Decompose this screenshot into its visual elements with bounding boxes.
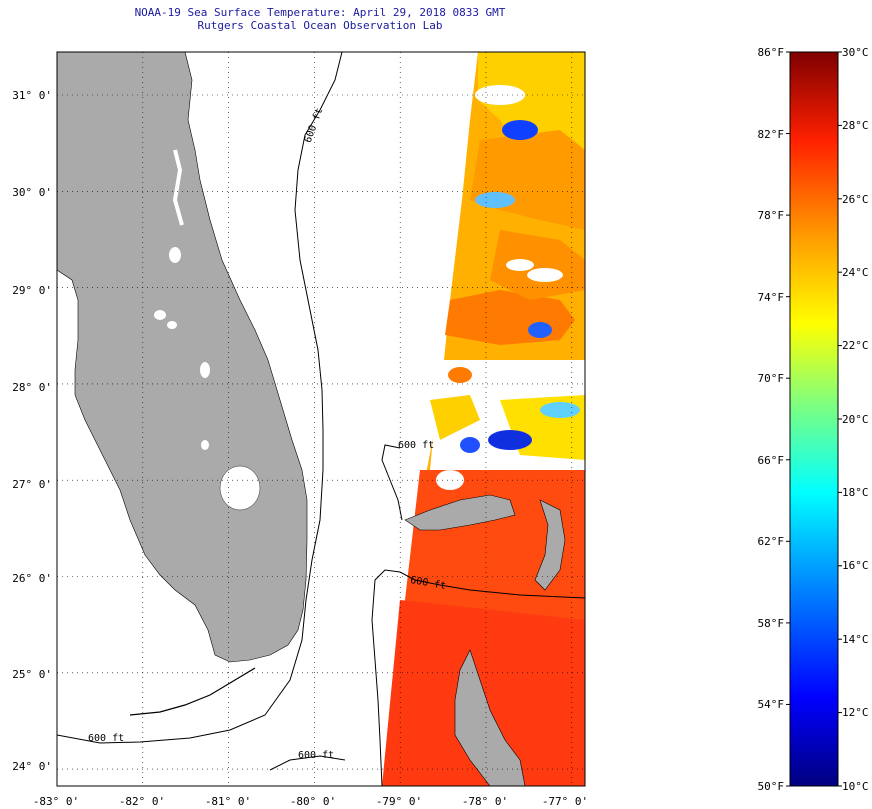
colorbar-ticks [786, 51, 842, 787]
lat-label-24: 24° 0' [12, 760, 52, 773]
isobath-600ft [57, 52, 585, 786]
lake [169, 247, 181, 263]
lon-label-79: -79° 0' [375, 795, 423, 808]
colorbar-label-c: 14°C [842, 633, 869, 646]
colorbar-label-c: 10°C [842, 780, 869, 793]
abaco-land [534, 499, 566, 591]
colorbar-label-c: 22°C [842, 339, 869, 352]
colorbar-label-f: 86°F [757, 46, 785, 59]
lake [200, 362, 210, 378]
florida-keys [129, 667, 256, 716]
colorbar-label-f: 66°F [757, 454, 785, 467]
sst-swath [382, 52, 585, 786]
map-frame [56, 51, 586, 787]
colorbar-label-c: 20°C [842, 413, 869, 426]
st-johns-river [172, 149, 184, 226]
isobath-label: 600 ft [88, 733, 125, 744]
colorbar-label-f: 58°F [757, 617, 785, 630]
lake [167, 321, 177, 329]
lon-label-82: -82° 0' [118, 795, 166, 808]
colorbar-label-c: 16°C [842, 559, 869, 572]
colorbar-label-c: 18°C [842, 486, 869, 499]
colorbar [789, 51, 839, 787]
colorbar-label-f: 62°F [757, 535, 785, 548]
lat-label-27: 27° 0' [12, 478, 52, 491]
lat-label-31: 31° 0' [12, 89, 52, 102]
lake [201, 440, 209, 450]
colorbar-label-c: 30°C [842, 46, 869, 59]
lon-label-81: -81° 0' [204, 795, 252, 808]
lon-label-77: -77° 0' [541, 795, 589, 808]
lon-label-80: -80° 0' [289, 795, 337, 808]
isobath-label: 600 ft [398, 440, 435, 451]
map-subtitle: Rutgers Coastal Ocean Observation Lab [197, 19, 443, 32]
lat-label-26: 26° 0' [12, 572, 52, 585]
andros-land [454, 649, 526, 786]
colorbar-label-f: 82°F [757, 128, 785, 141]
lat-lon-grid [57, 52, 585, 786]
colorbar-label-c: 28°C [842, 119, 869, 132]
lat-label-29: 29° 0' [12, 284, 52, 297]
lat-label-30: 30° 0' [12, 186, 52, 199]
map-title: NOAA-19 Sea Surface Temperature: April 2… [134, 6, 506, 19]
colorbar-label-f: 54°F [757, 698, 785, 711]
colorbar-label-f: 78°F [757, 209, 785, 222]
colorbar-label-c: 24°C [842, 266, 869, 279]
colorbar-label-f: 74°F [757, 291, 785, 304]
lat-label-28: 28° 0' [12, 381, 52, 394]
colorbar-label-c: 26°C [842, 193, 869, 206]
lon-label-78: -78° 0' [461, 795, 509, 808]
lake-okeechobee [219, 465, 261, 511]
colorbar-label-c: 12°C [842, 706, 869, 719]
lat-label-25: 25° 0' [12, 668, 52, 681]
colorbar-label-f: 50°F [757, 780, 785, 793]
isobath-label: 600 ft [298, 750, 335, 761]
lake [154, 310, 166, 320]
grand-bahama-land [404, 494, 516, 531]
colorbar-label-f: 70°F [757, 372, 785, 385]
lon-label-83: -83° 0' [32, 795, 80, 808]
